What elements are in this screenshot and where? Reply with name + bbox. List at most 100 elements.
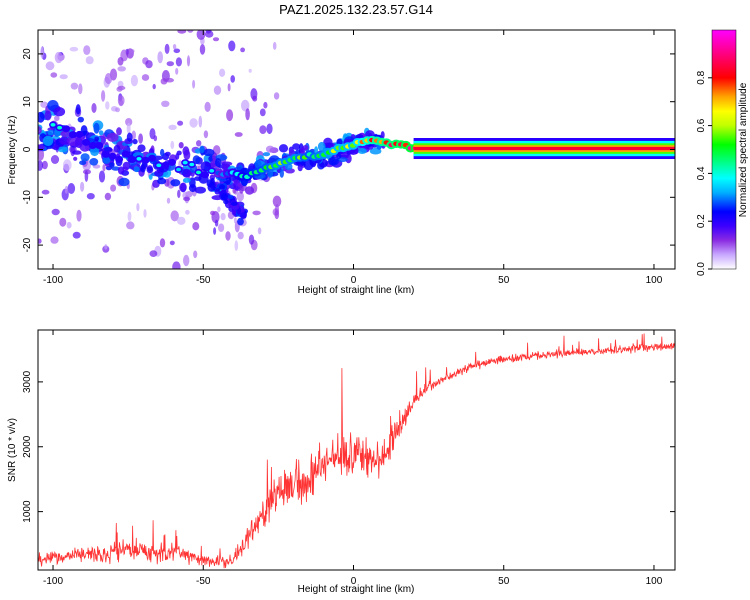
noise-blob xyxy=(50,236,59,244)
energy-blob xyxy=(278,144,289,153)
noise-blob xyxy=(117,95,125,106)
snr-y-axis: 1000 2000 3000 xyxy=(22,370,675,523)
noise-blob xyxy=(38,148,45,161)
energy-blob xyxy=(103,146,113,152)
noise-blob xyxy=(161,100,170,108)
energy-blob xyxy=(180,182,187,193)
noise-blob xyxy=(230,75,235,83)
ridge-halo xyxy=(75,130,84,138)
energy-blob xyxy=(146,166,154,174)
noise-blob xyxy=(275,203,279,216)
noise-blob xyxy=(152,83,156,90)
noise-blob xyxy=(219,68,226,78)
energy-blob xyxy=(357,148,367,154)
noise-blob xyxy=(176,216,186,225)
noise-blob xyxy=(153,135,158,142)
ridge-core xyxy=(209,169,215,173)
noise-blob xyxy=(66,221,72,229)
noise-blob xyxy=(252,95,258,102)
colorbar-gradient xyxy=(711,29,737,270)
ridge-halo xyxy=(108,152,117,160)
noise-blob xyxy=(214,219,219,227)
noise-blob xyxy=(245,108,250,121)
noise-blob xyxy=(41,160,48,170)
x-tick-label: 0 xyxy=(351,576,357,587)
ridge-halo xyxy=(88,142,97,149)
steady-band xyxy=(413,146,675,151)
ridge-core xyxy=(136,157,142,161)
noise-blob xyxy=(166,197,171,204)
noise-blob xyxy=(83,169,91,175)
energy-blob xyxy=(59,136,70,145)
energy-blob xyxy=(113,144,121,153)
noise-blob xyxy=(126,122,131,134)
noise-blob xyxy=(193,250,198,259)
x-tick-label: 50 xyxy=(498,576,510,587)
x-tick-label: -100 xyxy=(43,275,63,286)
energy-blob xyxy=(336,153,342,160)
noise-blob xyxy=(213,227,217,235)
noise-blob xyxy=(164,43,170,55)
noise-blob xyxy=(168,124,177,130)
x-tick-label: 50 xyxy=(498,275,510,286)
snr-marks xyxy=(38,333,675,569)
noise-blob xyxy=(104,244,108,250)
energy-blob xyxy=(194,186,206,194)
energy-blob xyxy=(117,166,125,175)
y-tick-label: 3000 xyxy=(22,370,33,393)
noise-blob xyxy=(272,195,282,207)
noise-blob xyxy=(263,101,268,109)
energy-blob xyxy=(38,111,45,123)
noise-blob xyxy=(54,51,63,64)
noise-blob xyxy=(76,209,82,222)
ridge-core xyxy=(156,163,162,168)
energy-blob xyxy=(79,160,87,165)
noise-blob xyxy=(72,231,81,239)
energy-blob xyxy=(52,144,60,151)
noise-blob xyxy=(265,145,275,153)
energy-blob xyxy=(178,142,184,149)
colorbar-tick-label: 0.6 xyxy=(696,118,707,132)
colorbar-tick-label: 0.8 xyxy=(696,70,707,84)
ridge-core xyxy=(196,170,201,175)
energy-blob xyxy=(292,143,301,150)
noise-blob xyxy=(240,47,246,53)
noise-blob xyxy=(85,56,94,65)
spectrogram-marks xyxy=(38,30,675,269)
energy-blob xyxy=(44,110,52,121)
noise-blob xyxy=(257,227,262,235)
noise-blob xyxy=(220,212,226,221)
energy-blob xyxy=(137,144,146,152)
noise-blob xyxy=(196,140,202,147)
x-tick-label: 100 xyxy=(646,275,663,286)
noise-blob xyxy=(225,231,231,241)
ridge-halo xyxy=(68,131,77,139)
noise-blob xyxy=(41,189,50,195)
energy-blob xyxy=(231,201,238,206)
noise-blob xyxy=(51,208,60,216)
y-tick-label: -20 xyxy=(22,237,33,252)
energy-blob xyxy=(220,193,228,201)
energy-blob xyxy=(132,138,138,145)
noise-blob xyxy=(248,68,252,73)
ridge-halo xyxy=(141,156,150,164)
noise-blob xyxy=(273,92,280,100)
energy-blob xyxy=(214,189,221,195)
noise-blob xyxy=(210,210,216,216)
noise-blob xyxy=(192,222,200,231)
noise-blob xyxy=(91,103,97,113)
noise-blob xyxy=(228,40,236,52)
noise-blob xyxy=(272,41,277,50)
y-tick-label: -10 xyxy=(22,190,33,205)
noise-blob xyxy=(172,261,181,269)
snr-x-axis-label: Height of straight line (km) xyxy=(298,584,415,595)
noise-blob xyxy=(149,250,158,257)
noise-blob xyxy=(227,83,231,92)
energy-blob xyxy=(202,148,215,157)
energy-blob xyxy=(42,135,54,146)
energy-blob xyxy=(122,161,131,170)
noise-blob xyxy=(80,181,85,192)
snr-line xyxy=(38,333,675,569)
noise-blob xyxy=(204,101,211,112)
